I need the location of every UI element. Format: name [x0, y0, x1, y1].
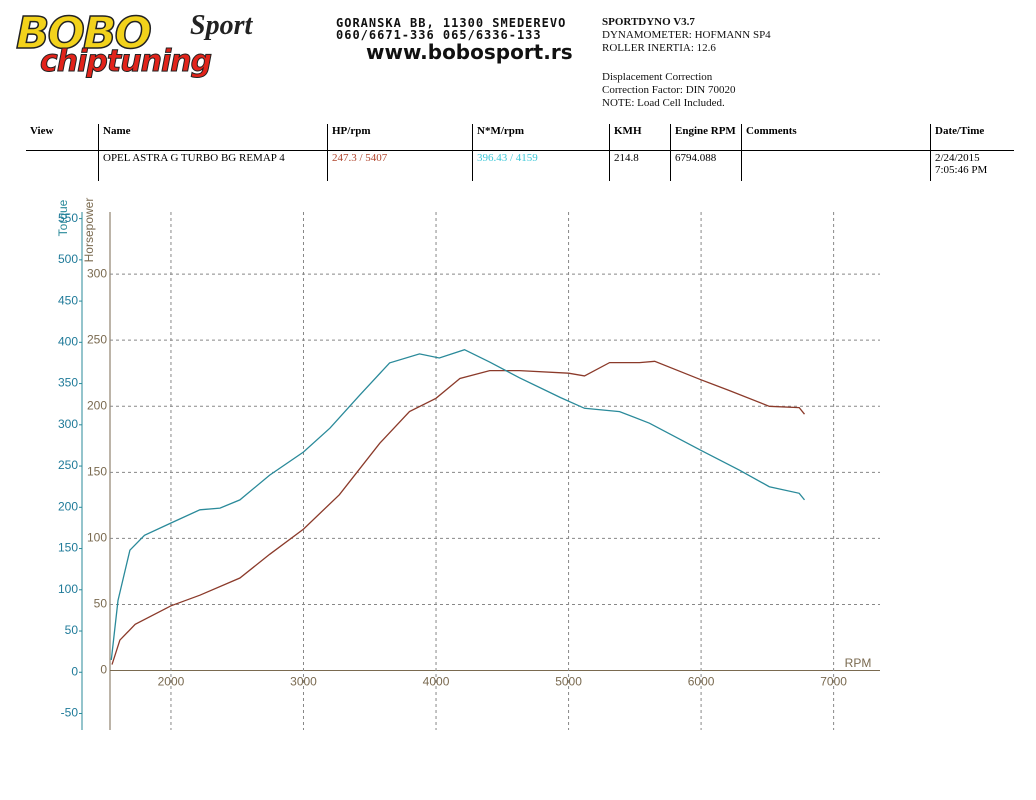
x-tick-label: 3000: [290, 675, 317, 689]
cell: 396.43 / 4159: [472, 150, 610, 181]
col-header: Name: [98, 124, 328, 151]
url: www.bobosport.rs: [366, 40, 573, 64]
cell: 214.8: [609, 150, 671, 181]
x-axis-label: RPM: [845, 656, 872, 670]
x-tick-label: 6000: [688, 675, 715, 689]
y-axis-label: Horsepower: [82, 198, 96, 263]
col-header: View: [26, 124, 99, 151]
info: Correction Factor: DIN 70020: [602, 84, 736, 96]
logo-sub: chiptuning: [39, 44, 212, 80]
y2-tick-label: 450: [58, 293, 78, 307]
y2-tick-label: 400: [58, 334, 78, 348]
y2-tick-label: 250: [58, 458, 78, 472]
y2-tick-label: 500: [58, 252, 78, 266]
logo-script: Sport: [190, 10, 253, 41]
y-tick-label: 200: [87, 398, 107, 412]
y-tick-label: 250: [87, 332, 107, 346]
cell: 2/24/2015 7:05:46 PM: [930, 150, 1014, 181]
x-tick-label: 4000: [423, 675, 450, 689]
cell: 247.3 / 5407: [327, 150, 473, 181]
y-tick-label: 150: [87, 464, 107, 478]
series-line: [110, 348, 806, 660]
phones: 060/6671-336 065/6336-133: [336, 28, 542, 42]
y2-tick-label: -50: [61, 706, 79, 720]
info: SPORTDYNO V3.7: [602, 16, 695, 28]
y2-tick-label: 300: [58, 417, 78, 431]
y2-axis-label: Torque: [56, 199, 70, 236]
y2-tick-label: 550: [58, 211, 78, 225]
y2-tick-label: 0: [71, 664, 78, 678]
cell: [741, 150, 931, 181]
col-header: KMH: [609, 124, 671, 151]
info: ROLLER INERTIA: 12.6: [602, 42, 716, 54]
y2-tick-label: 350: [58, 376, 78, 390]
x-tick-label: 7000: [820, 675, 847, 689]
y-tick-label: 100: [87, 531, 107, 545]
col-header: Engine RPM: [670, 124, 742, 151]
y2-tick-label: 100: [58, 582, 78, 596]
col-header: N*M/rpm: [472, 124, 610, 151]
y-tick-label: 50: [94, 597, 108, 611]
logo-main: BOBO: [15, 7, 152, 60]
results-table: View Name HP/rpm N*M/rpm KMH Engine RPM …: [26, 124, 1014, 181]
y2-tick-label: 50: [65, 623, 79, 637]
y-tick-label: 0: [100, 663, 107, 677]
col-header: Comments: [741, 124, 931, 151]
y-tick-label: 300: [87, 266, 107, 280]
series-line: [111, 360, 806, 665]
cell: OPEL ASTRA G TURBO BG REMAP 4: [98, 150, 328, 181]
address: GORANSKA BB, 11300 SMEDEREVO: [336, 16, 567, 30]
y2-tick-label: 200: [58, 499, 78, 513]
x-tick-label: 2000: [158, 675, 185, 689]
info: NOTE: Load Cell Included.: [602, 97, 725, 109]
x-tick-label: 5000: [555, 675, 582, 689]
y2-tick-label: 150: [58, 541, 78, 555]
cell: 6794.088: [670, 150, 742, 181]
info: DYNAMOMETER: HOFMANN SP4: [602, 29, 771, 41]
col-header: Date/Time: [930, 124, 1014, 151]
info: Displacement Correction: [602, 71, 713, 83]
col-header: HP/rpm: [327, 124, 473, 151]
